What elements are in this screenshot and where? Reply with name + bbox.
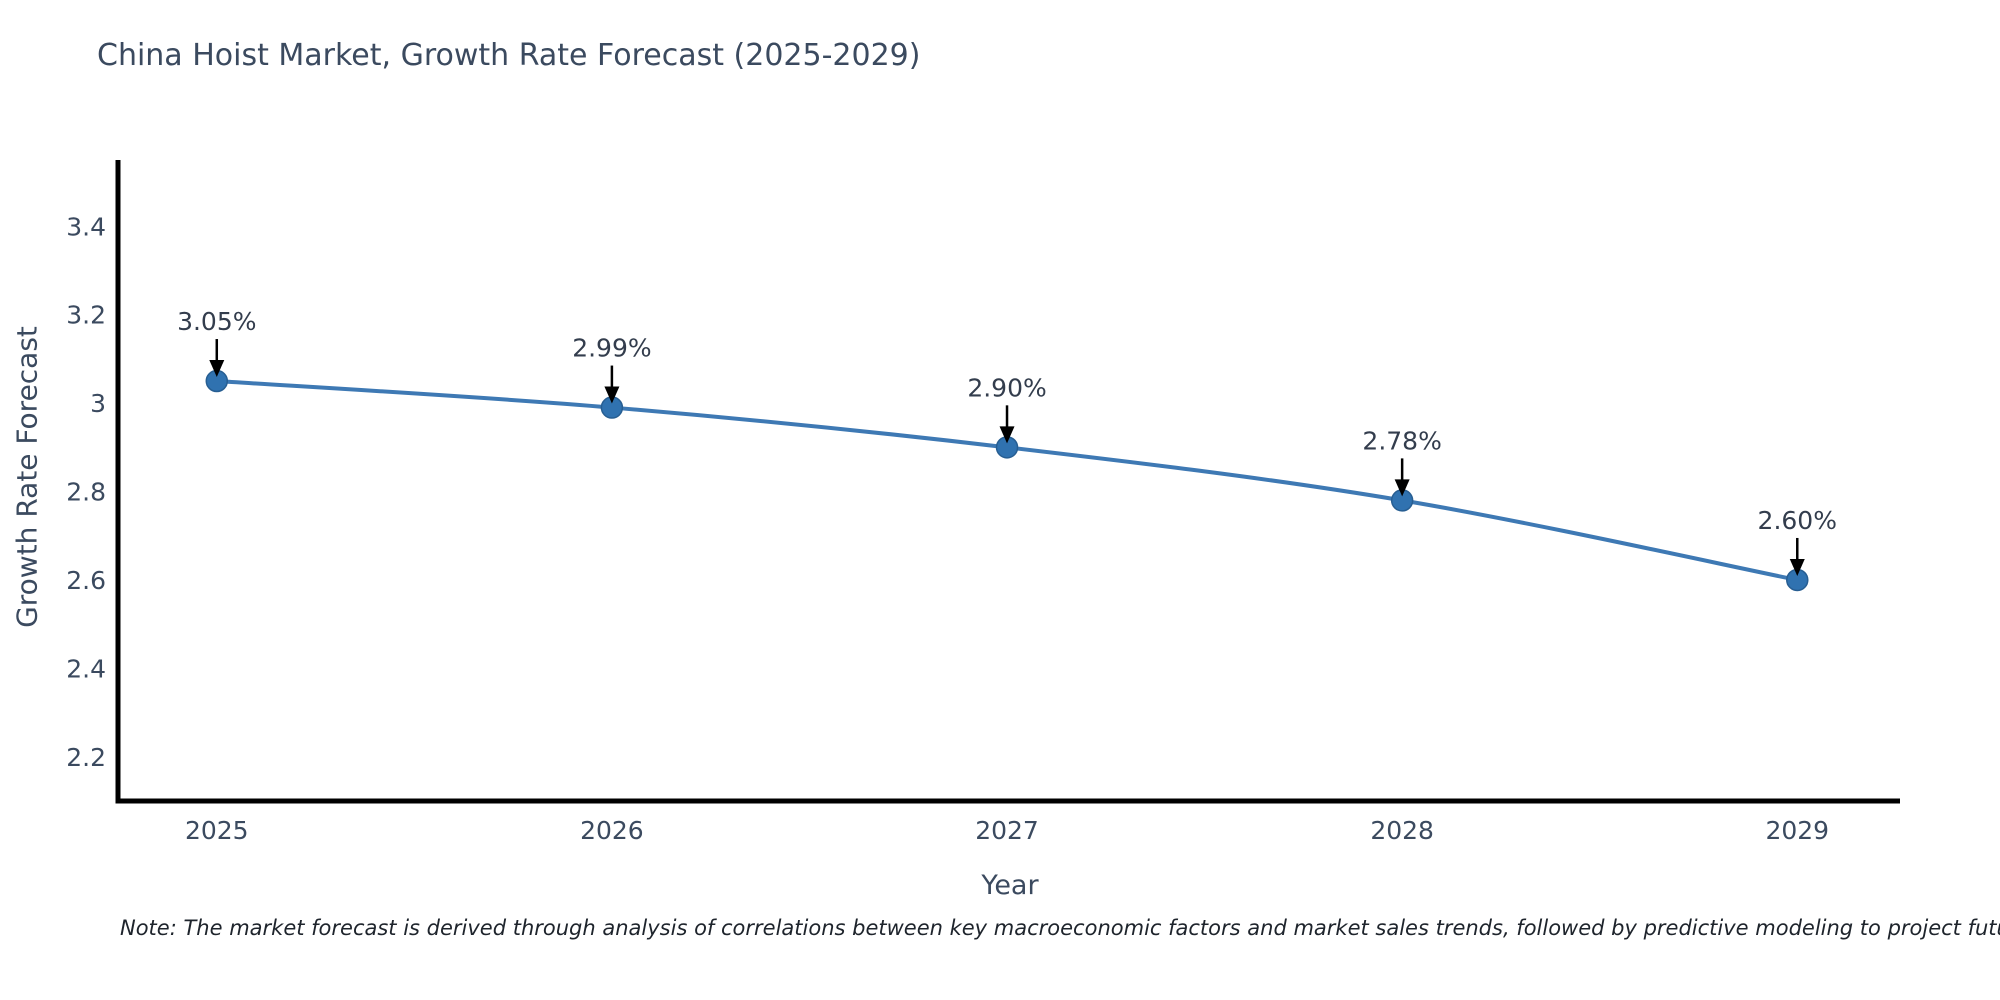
x-tick-label: 2026 (580, 816, 644, 845)
point-value-label: 2.78% (1362, 426, 1441, 455)
point-value-label: 2.60% (1758, 506, 1837, 535)
chart-title: China Hoist Market, Growth Rate Forecast… (97, 38, 921, 73)
y-tick-label: 2.6 (66, 566, 106, 595)
y-tick-label: 2.2 (66, 743, 106, 772)
annotation-arrowhead-icon (1789, 558, 1805, 576)
annotation-arrowhead-icon (999, 426, 1015, 444)
y-tick-label: 3.2 (66, 301, 106, 330)
annotation-arrowhead-icon (604, 386, 620, 404)
x-tick-label: 2029 (1765, 816, 1829, 845)
footnote: Note: The market forecast is derived thr… (120, 916, 2000, 940)
y-tick-label: 3 (90, 389, 106, 418)
point-value-label: 2.99% (572, 334, 651, 363)
annotation-arrowhead-icon (1394, 479, 1410, 497)
y-tick-label: 3.4 (66, 212, 106, 241)
annotation-arrowhead-icon (209, 360, 225, 378)
point-value-label: 2.90% (967, 373, 1046, 402)
y-tick-label: 2.4 (66, 654, 106, 683)
y-tick-label: 2.8 (66, 478, 106, 507)
x-tick-label: 2028 (1370, 816, 1434, 845)
x-tick-label: 2027 (975, 816, 1039, 845)
x-axis-title: Year (981, 870, 1039, 901)
x-tick-label: 2025 (185, 816, 249, 845)
point-value-label: 3.05% (177, 307, 256, 336)
